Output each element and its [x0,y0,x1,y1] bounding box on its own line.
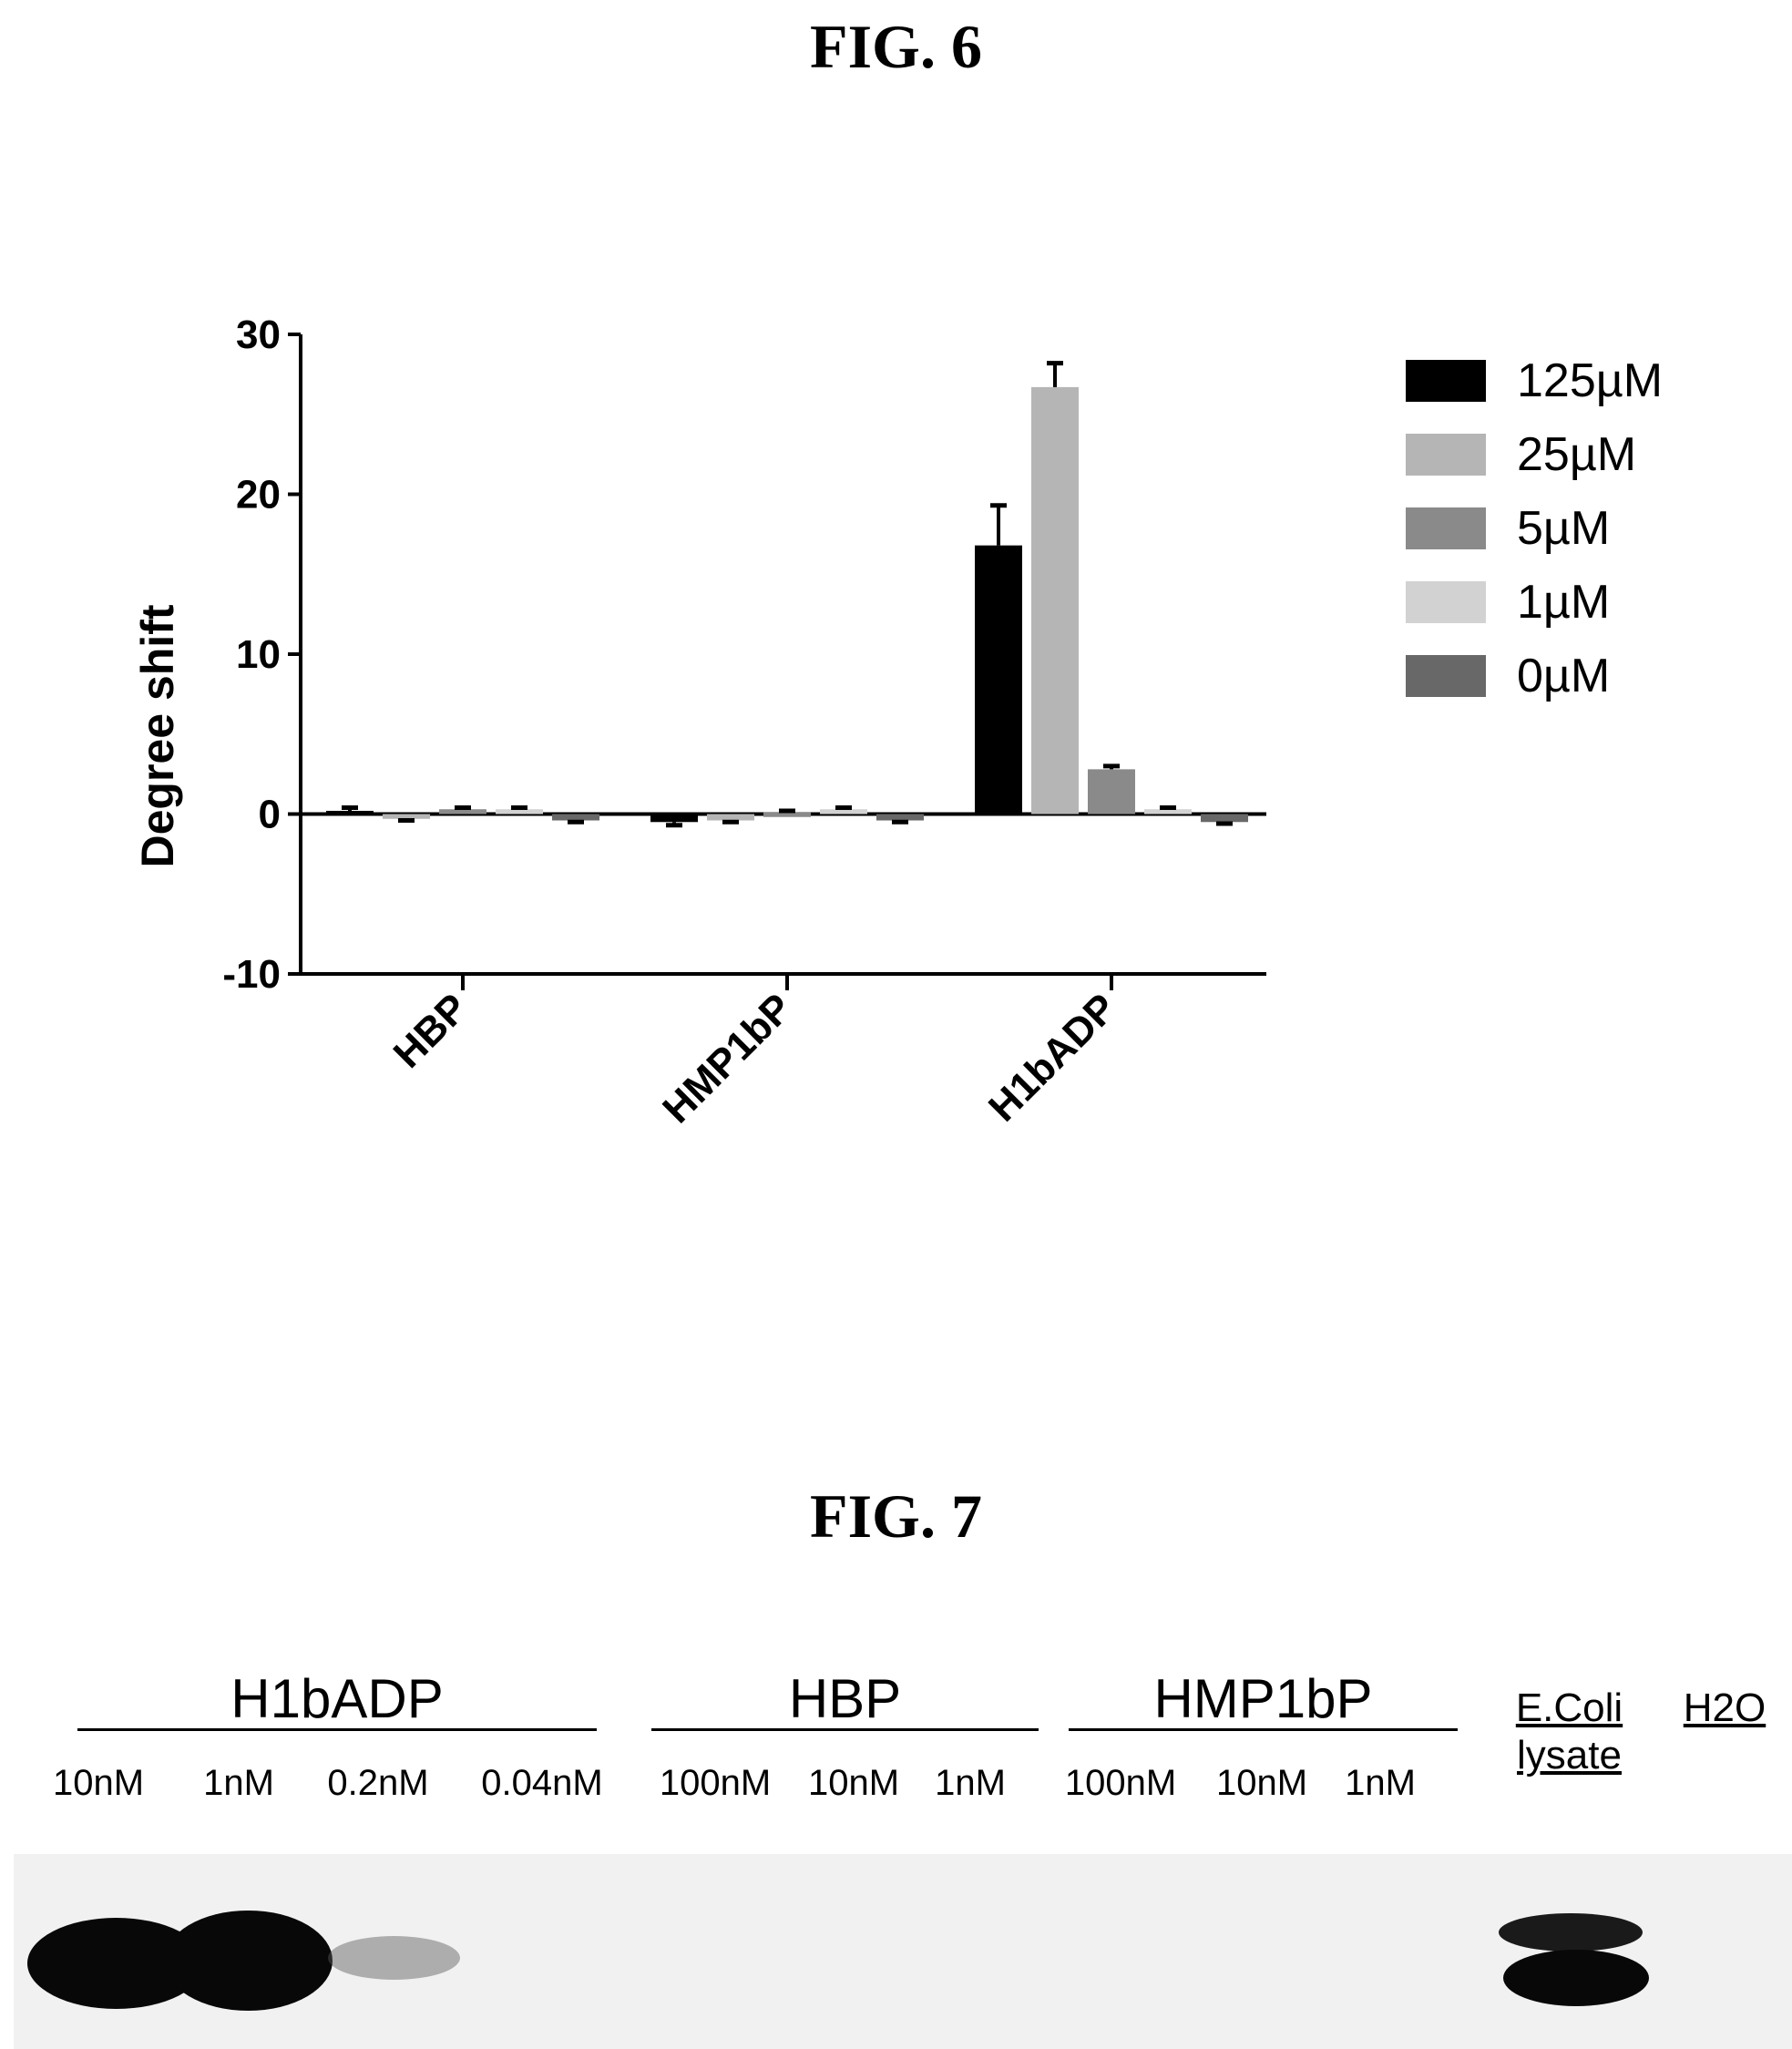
bar [650,814,698,823]
y-tick-label: 20 [236,473,281,517]
blot-group-label: H1bADP [230,1668,444,1729]
y-axis-label: Degree shift [132,604,183,867]
western-blot [14,1854,1792,2049]
bar [439,809,486,814]
bar [326,810,374,815]
bar [496,809,543,814]
blot-band [1499,1913,1643,1952]
legend-label: 5µM [1517,502,1610,555]
x-tick-label: H1bADP [980,985,1125,1130]
bar [707,814,754,821]
legend-label: 25µM [1517,428,1636,481]
bar [975,545,1022,814]
blot-group-label: HMP1bP [1153,1668,1373,1729]
legend-swatch [1406,655,1486,697]
blot-band [328,1936,460,1980]
x-tick-label: HMP1bP [654,985,801,1132]
fig6-bar-chart: 30 20 10 0 -10 Degree shift HBP HMP1bP H1bADP 125… [132,312,1663,1132]
legend-label: 125µM [1517,354,1663,407]
bar [1144,809,1192,814]
legend-swatch [1406,434,1486,476]
lane-label: 100nM [1064,1763,1177,1803]
lane-label: 1nM [935,1763,1006,1803]
water-label: H2O [1683,1685,1766,1730]
bar [820,809,867,814]
y-tick-label: 0 [259,793,281,837]
bar [1088,769,1135,814]
fig7-title: FIG. 7 [810,1481,982,1551]
lane-label: 10nM [52,1763,145,1803]
fig6-title: FIG. 6 [810,12,982,81]
y-tick-label: -10 [222,952,281,997]
lane-label: 1nM [203,1763,274,1803]
bar [1201,814,1248,823]
blot-group-underline [651,1728,1039,1731]
bar [876,814,924,821]
blot-band [164,1911,333,2011]
y-tick-label: 10 [236,632,281,677]
ecoli-label-line1: E.Coli [1515,1685,1623,1730]
blot-group-underline [1069,1728,1458,1731]
lane-label: 0.04nM [481,1763,603,1803]
legend-swatch [1406,360,1486,402]
y-tick-label: 30 [236,312,281,357]
blot-group-underline [77,1728,597,1731]
bar [383,814,430,819]
bar [763,812,811,817]
lane-label: 10nM [807,1763,900,1803]
blot-band [1503,1950,1649,2006]
lane-label: 1nM [1345,1763,1416,1803]
lane-label: 0.2nM [327,1763,429,1803]
x-tick-label: HBP [385,985,476,1076]
legend-swatch [1406,581,1486,623]
blot-group-label: HBP [788,1668,902,1729]
legend-swatch [1406,507,1486,549]
lane-label: 10nM [1215,1763,1308,1803]
ecoli-label-line2: lysate [1517,1733,1622,1778]
legend-label: 1µM [1517,576,1610,629]
bar [1031,386,1079,814]
lane-label: 100nM [659,1763,772,1803]
bar [552,814,599,821]
legend-label: 0µM [1517,650,1610,702]
